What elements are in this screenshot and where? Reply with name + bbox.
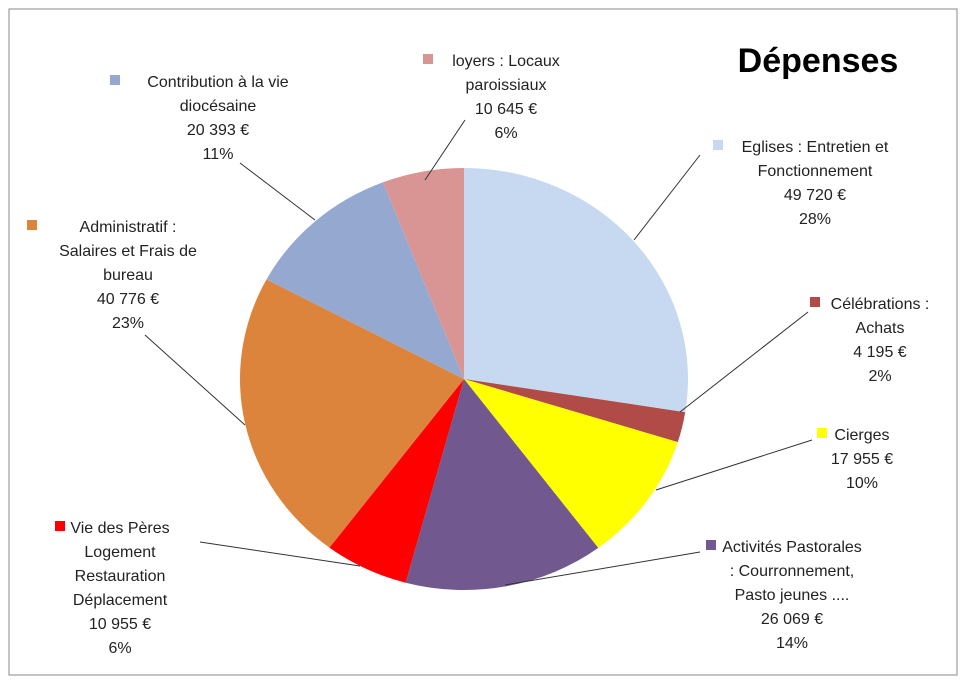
legend-marker — [55, 521, 65, 531]
label-line: Vie des Pères — [70, 520, 169, 537]
label-line: Célébrations : — [831, 296, 930, 313]
label-line: paroissiaux — [466, 77, 547, 94]
leader-line — [199, 541, 361, 567]
percent-label: 2% — [868, 368, 891, 385]
percent-label: 6% — [494, 125, 517, 142]
leader-line — [239, 162, 316, 221]
label-line: loyers : Locaux — [452, 53, 560, 70]
value-label: 40 776 € — [97, 291, 159, 308]
label-line: Cierges — [834, 427, 889, 444]
percent-label: 11% — [203, 146, 234, 163]
label-line: Administratif : — [80, 219, 177, 236]
label-line: diocésaine — [180, 98, 257, 115]
pie-slice — [239, 279, 464, 548]
pie-slice — [464, 379, 686, 443]
label-line: Déplacement — [73, 592, 168, 609]
leader-line — [655, 439, 813, 491]
label-line: Activités Pastorales — [722, 539, 862, 556]
label-line: Eglises : Entretien et — [742, 139, 889, 156]
legend-marker — [27, 220, 37, 230]
legend-marker — [706, 540, 716, 550]
value-label: 10 645 € — [475, 101, 537, 118]
pie-slice — [329, 379, 464, 583]
slice-label: Célébrations : Achats — [831, 296, 930, 337]
percent-label: 28% — [799, 211, 831, 228]
leader-line — [679, 311, 809, 413]
leader-line — [144, 334, 246, 426]
legend-marker — [810, 297, 820, 307]
label-line: Fonctionnement — [758, 163, 873, 180]
legend-marker — [817, 428, 827, 438]
pie-slice — [382, 168, 464, 379]
pie-slice — [405, 379, 599, 590]
slice-label: Vie des Pères Logement Restauration Déplace… — [70, 520, 169, 609]
leader-line — [504, 551, 701, 586]
label-line: Restauration — [75, 568, 166, 585]
leader-line — [424, 119, 466, 181]
chart-title: Dépenses — [738, 42, 899, 80]
value-label: 26 069 € — [761, 611, 823, 628]
value-label: 4 195 € — [853, 344, 906, 361]
pie-slice — [266, 182, 464, 379]
label-line: Contribution à la vie — [147, 74, 289, 91]
label-line: Achats — [856, 320, 905, 337]
slice-label: Activités Pastorales : Courronnement, Past… — [722, 539, 862, 604]
slice-label: loyers : Locaux paroissiaux — [452, 53, 560, 94]
leader-line — [633, 154, 701, 241]
value-label: 17 955 € — [831, 451, 893, 468]
label-line: Pasto jeunes .... — [735, 587, 850, 604]
slice-label: Contribution à la vie diocésaine — [147, 74, 289, 115]
percent-label: 6% — [108, 640, 131, 657]
label-line: Logement — [84, 544, 156, 561]
slice-label: Cierges — [834, 427, 889, 444]
label-line: bureau — [103, 267, 153, 284]
value-label: 49 720 € — [784, 187, 846, 204]
value-label: 20 393 € — [187, 122, 249, 139]
value-label: 10 955 € — [89, 616, 151, 633]
label-line: Salaires et Frais de — [59, 243, 197, 260]
slice-label: Administratif : Salaires et Frais de burea… — [59, 219, 197, 284]
label-line: : Courronnement, — [730, 563, 855, 580]
pie-slice — [464, 168, 689, 413]
percent-label: 14% — [776, 635, 808, 652]
percent-label: 23% — [112, 315, 144, 332]
legend-marker — [423, 54, 433, 64]
percent-label: 10% — [846, 475, 878, 492]
legend-marker — [110, 75, 120, 85]
slice-label: Eglises : Entretien et Fonctionnement — [742, 139, 889, 180]
pie-slice — [464, 379, 678, 548]
legend-marker — [713, 140, 723, 150]
